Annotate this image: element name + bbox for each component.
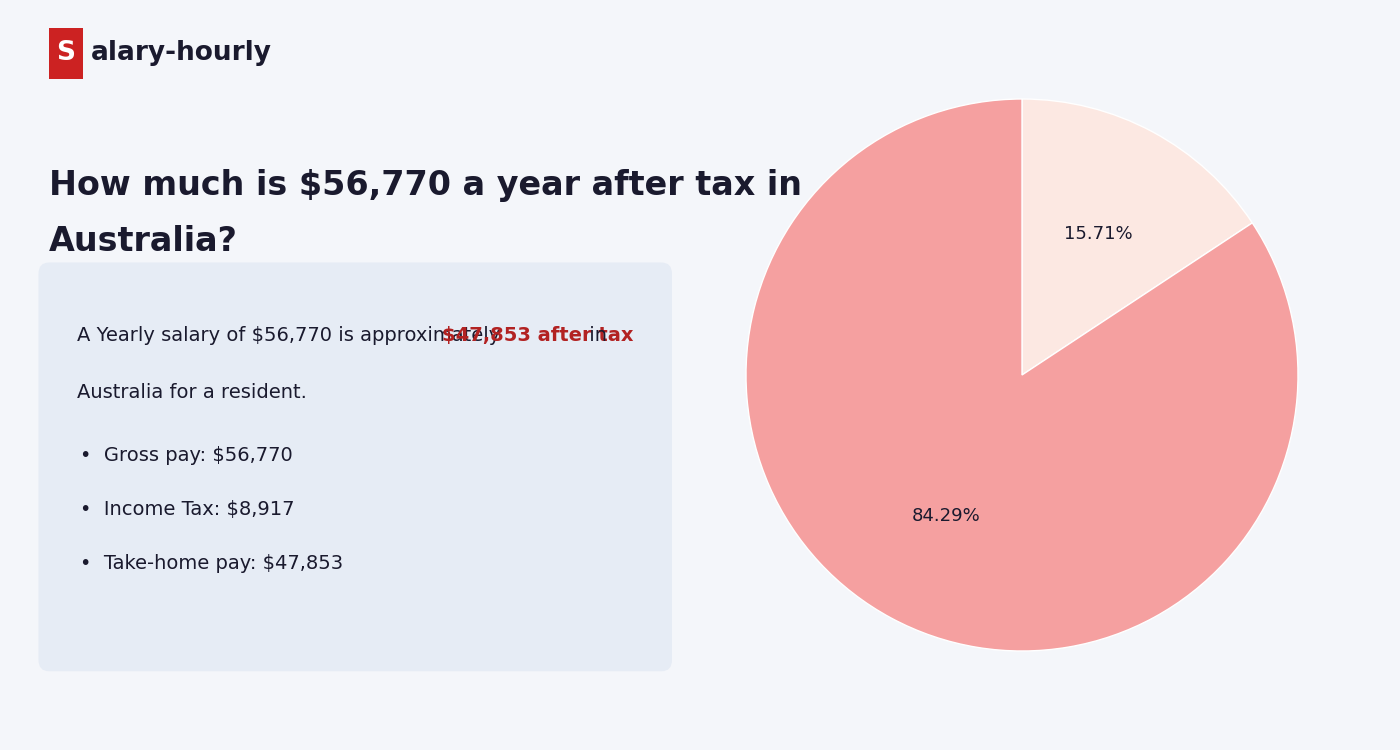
Text: •  Gross pay: $56,770: • Gross pay: $56,770 — [81, 446, 293, 465]
Text: 84.29%: 84.29% — [911, 507, 980, 525]
Text: in: in — [584, 326, 608, 345]
Wedge shape — [1022, 99, 1253, 375]
Text: $47,853 after tax: $47,853 after tax — [442, 326, 634, 345]
Text: How much is $56,770 a year after tax in: How much is $56,770 a year after tax in — [49, 169, 802, 202]
Text: •  Income Tax: $8,917: • Income Tax: $8,917 — [81, 500, 295, 519]
Text: S: S — [56, 40, 76, 66]
Text: A Yearly salary of $56,770 is approximately: A Yearly salary of $56,770 is approximat… — [77, 326, 507, 345]
Text: 15.71%: 15.71% — [1064, 225, 1133, 243]
Text: alary-hourly: alary-hourly — [91, 40, 272, 66]
FancyBboxPatch shape — [39, 262, 672, 671]
Wedge shape — [746, 99, 1298, 651]
Text: Australia for a resident.: Australia for a resident. — [77, 382, 307, 401]
Text: Australia?: Australia? — [49, 225, 238, 258]
FancyBboxPatch shape — [49, 28, 83, 79]
Text: •  Take-home pay: $47,853: • Take-home pay: $47,853 — [81, 554, 343, 573]
